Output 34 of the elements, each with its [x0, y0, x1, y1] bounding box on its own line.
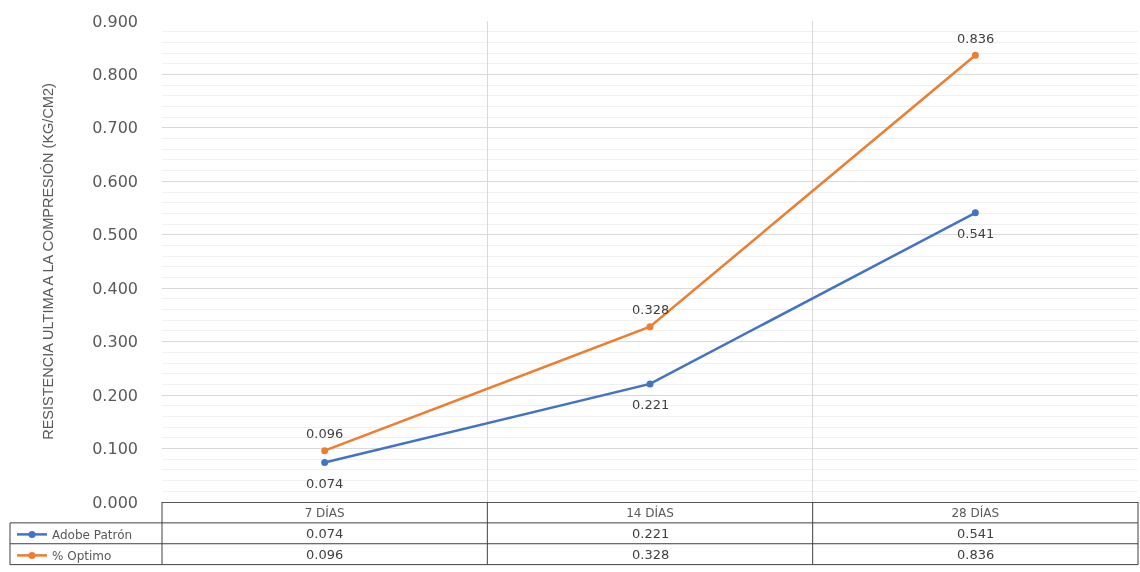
data-label: 0.221: [632, 526, 670, 541]
data-label: 0.836: [957, 547, 995, 562]
annotation: 0.096: [306, 426, 344, 441]
point: [646, 380, 654, 388]
data-label: 0.096: [306, 547, 344, 562]
y-tick-label: 0.600: [92, 171, 138, 191]
y-tick-label: 0.900: [92, 11, 138, 31]
y-tick-label: 0.400: [92, 278, 138, 298]
annotation: 0.836: [957, 31, 995, 46]
data-label: 0.328: [632, 547, 670, 562]
y-tick-label: 0.300: [92, 332, 138, 352]
legend-label: Adobe Patrón: [52, 528, 133, 543]
data-label: 0.541: [957, 526, 995, 541]
point: [321, 458, 329, 466]
annotation: 0.541: [957, 226, 995, 241]
annotation: 0.074: [306, 476, 344, 491]
annotation: 0.221: [632, 397, 670, 412]
point: [971, 51, 979, 59]
annotation: 0.328: [632, 302, 670, 317]
x-tick-label: 7 DÍAS: [304, 505, 345, 521]
x-tick-label: 14 DÍAS: [626, 505, 674, 521]
y-tick-label: 0.000: [92, 492, 138, 512]
point: [971, 209, 979, 217]
y-tick-label: 0.100: [92, 439, 138, 459]
legend-label: % Optimo: [52, 549, 112, 564]
point: [646, 323, 654, 331]
y-axis-title: RESISTENCIA ULTIMA A LA COMPRESIÓN (KG/CM2): [39, 83, 56, 440]
y-tick-label: 0.500: [92, 225, 138, 245]
point: [321, 447, 329, 455]
data-label: 0.074: [306, 526, 344, 541]
y-tick-label: 0.800: [92, 65, 138, 85]
x-tick-label: 28 DÍAS: [951, 505, 1000, 521]
y-tick-label: 0.200: [92, 385, 138, 405]
y-tick-label: 0.700: [92, 118, 138, 138]
